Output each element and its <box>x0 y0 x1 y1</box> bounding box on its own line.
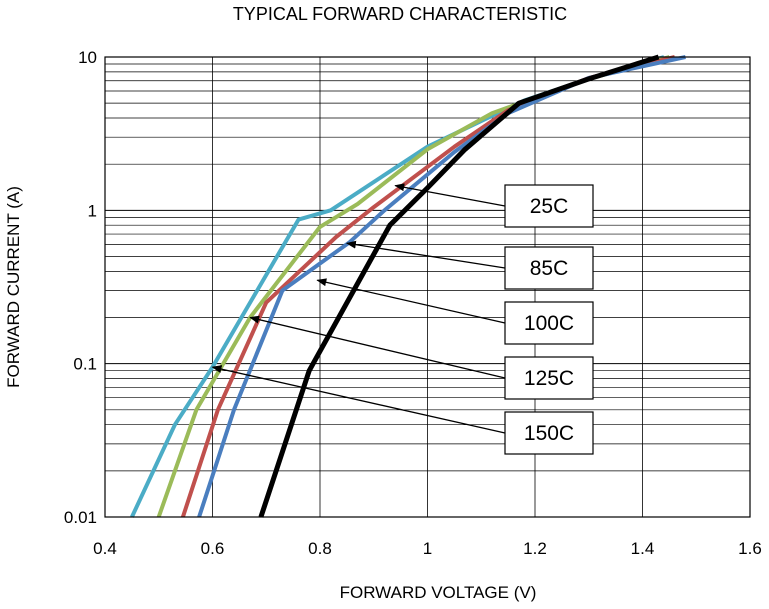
callout-label: 150C <box>524 422 574 445</box>
x-tick-label: 0.8 <box>308 539 332 558</box>
chart-title: TYPICAL FORWARD CHARACTERISTIC <box>233 4 567 24</box>
callout-arrow <box>211 365 506 434</box>
callout-box <box>504 184 594 228</box>
callout-box <box>504 301 594 345</box>
x-tick-label: 0.6 <box>201 539 225 558</box>
x-tick-label: 0.4 <box>93 539 117 558</box>
y-tick-label: 0.1 <box>73 355 97 374</box>
y-tick-label: 0.01 <box>64 508 97 527</box>
series-line-100c <box>180 55 676 518</box>
y-tick-label: 1 <box>88 201 97 220</box>
callout-box <box>504 246 594 290</box>
y-axis-title: FORWARD CURRENT (A) <box>4 186 23 388</box>
x-tick-label: 1.6 <box>738 539 762 558</box>
callout-arrow <box>394 183 506 207</box>
grid <box>105 57 750 518</box>
callout-arrow <box>249 315 506 379</box>
plot-area-border <box>104 56 751 518</box>
callout-arrow <box>345 240 506 269</box>
callout-box <box>504 356 594 400</box>
callout-arrow <box>316 278 506 324</box>
x-tick-label: 1.2 <box>523 539 547 558</box>
series-line-25c <box>258 54 660 518</box>
callout-label: 100C <box>524 312 574 335</box>
callout-label: 125C <box>524 367 574 390</box>
callout-label: 85C <box>530 257 569 280</box>
tick-labels: 0.4 0.6 0.8 1 1.2 1.4 1.6 0.01 0.1 1 10 <box>64 48 762 558</box>
x-tick-label: 1.4 <box>631 539 655 558</box>
series-lines <box>130 54 686 518</box>
y-tick-label: 10 <box>78 48 97 67</box>
callout-label: 25C <box>530 195 569 218</box>
callout-box <box>504 411 594 455</box>
callouts: 25C 85C 100C 125C 150C <box>211 183 594 455</box>
x-axis-title: FORWARD VOLTAGE (V) <box>340 583 537 602</box>
x-tick-label: 1 <box>423 539 432 558</box>
